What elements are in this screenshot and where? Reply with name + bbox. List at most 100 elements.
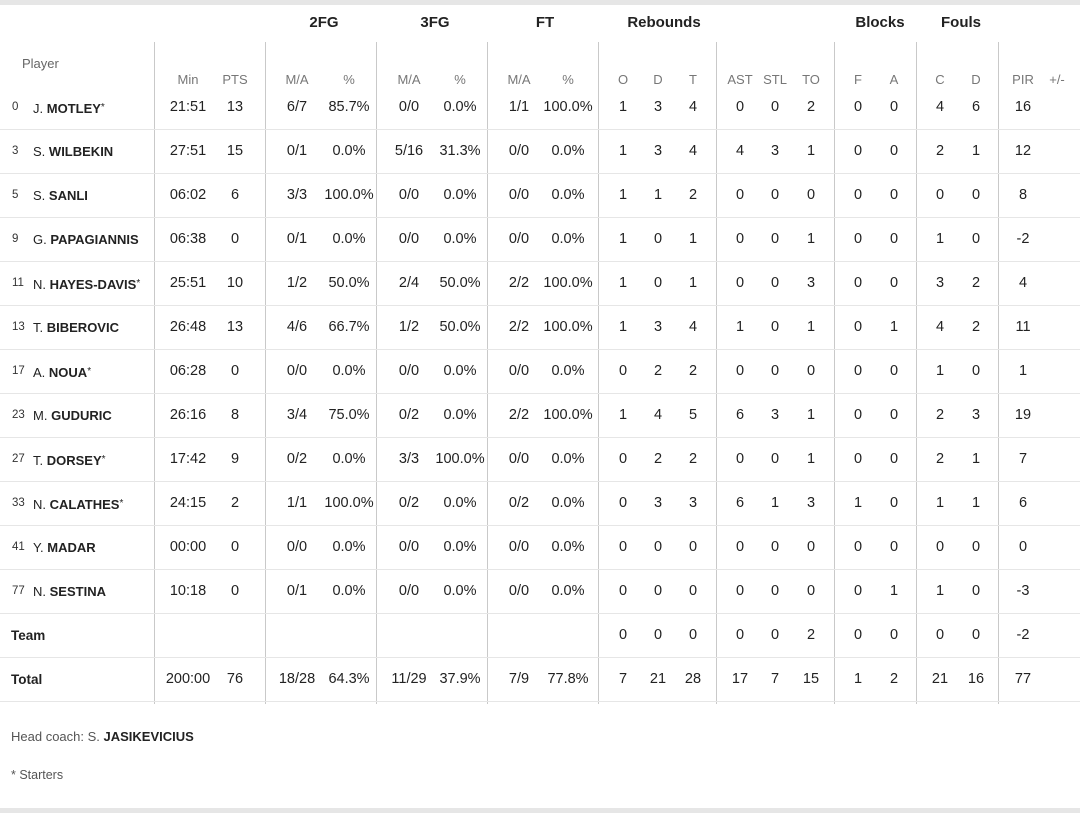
player-first-initial[interactable]: J. [33,101,44,116]
player-name[interactable]: N. SESTINA [33,570,106,613]
player-name[interactable]: N. HAYES-DAVIS* [33,262,140,306]
stat-ft-pct: 0.0% [551,187,585,203]
stat-min: 200:00 [165,671,211,687]
starter-marker: * [87,366,92,377]
player-first-initial[interactable]: A. [33,365,46,380]
player-first-initial[interactable]: S. [33,188,46,203]
team-row-label: Team [11,628,46,643]
player-name[interactable]: Y. MADAR [33,526,96,569]
stat-to: 1 [806,231,816,247]
stat-stl: 3 [770,407,780,423]
stat-fg3-made-att: 0/2 [398,495,420,511]
player-last-name[interactable]: MOTLEY [46,101,101,116]
stat-foul-committed: 1 [935,583,945,599]
stat-blk-for: 0 [853,451,863,467]
stat-reb-total: 0 [688,583,698,599]
stat-min: 27:51 [169,143,207,159]
stat-ft-pct: 77.8% [547,671,589,687]
stat-min: 26:16 [169,407,207,423]
group-header-blk: Blocks [855,14,905,31]
stat-stl: 7 [770,671,780,687]
stat-ft-pct: 100.0% [543,407,593,423]
stat-ft-made-att: 2/2 [508,407,530,423]
player-first-initial[interactable]: N. [33,497,46,512]
player-last-name[interactable]: SESTINA [49,584,106,599]
stat-blk-against: 0 [889,187,899,203]
column-divider [916,42,917,704]
stat-reb-def: 21 [649,671,667,687]
player-number: 77 [12,585,25,597]
player-last-name[interactable]: NOUA [48,365,88,380]
table-row: 17 A. NOUA* 06:28 0 0/0 0.0% 0/0 0.0% 0/0 0.0% 0 2 2… [0,350,1080,394]
player-last-name[interactable]: PAPAGIANNIS [50,232,139,247]
player-name[interactable]: T. DORSEY* [33,438,106,482]
player-first-initial[interactable]: N. [33,584,46,599]
stat-ast: 0 [735,99,745,115]
player-first-initial[interactable]: G. [33,232,47,247]
column-header-blk-for: F [854,72,862,87]
stat-ft-made-att: 0/0 [508,187,530,203]
stat-ft-pct: 0.0% [551,451,585,467]
stat-fg3-pct: 31.3% [439,143,481,159]
starters-note: * Starters [11,768,64,782]
player-name[interactable]: J. MOTLEY* [33,86,105,130]
stat-pts: 9 [230,451,240,467]
player-first-initial[interactable]: T. [33,453,44,468]
stat-to: 0 [806,583,816,599]
player-first-initial[interactable]: M. [33,408,48,423]
stat-reb-off: 1 [618,231,628,247]
table-row: 27 T. DORSEY* 17:42 9 0/2 0.0% 3/3 100.0% 0/0 0.0… [0,438,1080,482]
player-name[interactable]: G. PAPAGIANNIS [33,218,139,261]
stat-to: 1 [806,319,816,335]
stat-min: 21:51 [169,99,207,115]
head-coach-name: JASIKEVICIUS [103,729,194,744]
stat-stl: 0 [770,363,780,379]
stat-foul-drawn: 16 [967,671,985,687]
stat-fg3-pct: 0.0% [443,231,477,247]
player-last-name[interactable]: MADAR [47,540,96,555]
stat-pts: 10 [226,275,244,291]
player-name[interactable]: N. CALATHES* [33,482,123,526]
player-last-name[interactable]: GUDURIC [51,408,112,423]
group-header-fg2: 2FG [309,14,339,31]
stat-foul-drawn: 0 [971,231,981,247]
stat-fg2-pct: 0.0% [332,143,366,159]
player-first-initial[interactable]: Y. [33,540,44,555]
stat-reb-off: 0 [618,451,628,467]
stat-reb-off: 1 [618,319,628,335]
player-last-name[interactable]: HAYES-DAVIS [49,277,137,292]
player-name[interactable]: T. BIBEROVIC [33,306,119,349]
stat-foul-drawn: 6 [971,99,981,115]
stat-pir: 11 [1015,319,1031,335]
player-last-name[interactable]: WILBEKIN [48,144,114,159]
stat-min: 10:18 [169,583,207,599]
player-name[interactable]: M. GUDURIC [33,394,112,437]
stat-fg2-pct: 66.7% [328,319,370,335]
table-row: 23 M. GUDURIC 26:16 8 3/4 75.0% 0/2 0.0% 2/2 100.… [0,394,1080,438]
player-name[interactable]: A. NOUA* [33,350,91,394]
stat-reb-off: 1 [618,187,628,203]
stat-ast: 6 [735,407,745,423]
player-first-initial[interactable]: T. [33,320,44,335]
player-first-initial[interactable]: N. [33,277,46,292]
stat-reb-total: 2 [688,363,698,379]
player-last-name[interactable]: CALATHES [49,497,120,512]
stat-reb-off: 1 [618,99,628,115]
column-header-fg2-made-att: M/A [285,72,309,87]
column-header-fg2-pct: % [343,72,355,87]
stat-fg2-made-att: 0/1 [286,143,308,159]
stat-fg2-made-att: 0/2 [286,451,308,467]
group-header-fouls: Fouls [941,14,981,31]
stat-reb-def: 1 [653,187,663,203]
player-last-name[interactable]: DORSEY [46,453,102,468]
stat-fg3-made-att: 11/29 [391,671,427,687]
stat-pts: 0 [230,583,240,599]
player-last-name[interactable]: BIBEROVIC [46,320,119,335]
player-name[interactable]: S. SANLI [33,174,88,217]
player-name[interactable]: S. WILBEKIN [33,130,113,173]
stat-foul-committed: 1 [935,495,945,511]
player-first-initial[interactable]: S. [33,144,46,159]
stat-blk-against: 0 [889,451,899,467]
stat-foul-drawn: 0 [971,363,981,379]
player-last-name[interactable]: SANLI [48,188,88,203]
